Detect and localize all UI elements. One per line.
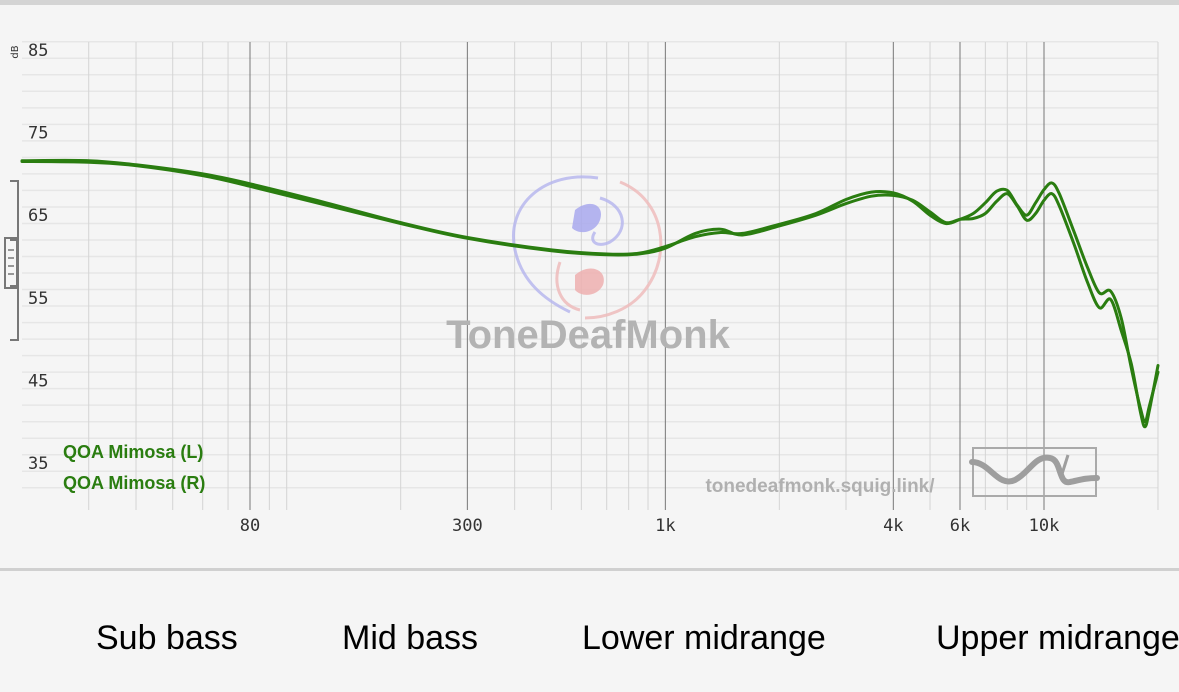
grid-major (249, 42, 1045, 510)
x-tick-labels: 80 300 1k 4k 6k 10k (240, 516, 1060, 536)
band-lower-midrange: Lower midrange (582, 619, 826, 657)
band-sub-bass: Sub bass (96, 619, 238, 657)
curves (20, 158, 1160, 429)
frequency-response-graph: ToneDeafMonk tonedeafmonk.squig.link/ dB… (4, 40, 1160, 536)
y-tick-label: 45 (28, 371, 48, 391)
x-tick-label: 10k (1029, 516, 1060, 536)
x-tick-label: 6k (950, 516, 970, 536)
y-tick-label: 85 (28, 41, 48, 61)
top-rule (0, 0, 1179, 5)
frequency-band-labels: Sub bass Mid bass Lower midrange Upper m… (0, 571, 1179, 692)
band-mid-bass: Mid bass (342, 619, 479, 657)
y-axis-unit-label: dB (10, 45, 21, 58)
x-tick-label: 300 (452, 516, 483, 536)
legend-entry-right[interactable]: QOA Mimosa (R) (63, 473, 205, 493)
y-axis-drag-handle[interactable] (4, 180, 19, 341)
watermark-brand: ToneDeafMonk (446, 313, 730, 357)
x-tick-label: 80 (240, 516, 260, 536)
legend: QOA Mimosa (L) QOA Mimosa (R) (63, 442, 205, 493)
monk-logo-watermark (512, 175, 663, 320)
x-tick-label: 1k (655, 516, 675, 536)
x-tick-label: 4k (883, 516, 903, 536)
legend-entry-left[interactable]: QOA Mimosa (L) (63, 442, 203, 462)
bottom-rule (0, 568, 1179, 571)
y-tick-label: 75 (28, 124, 48, 144)
y-tick-labels: 85 75 65 55 45 35 (28, 41, 48, 474)
y-tick-label: 55 (28, 289, 48, 309)
y-tick-label: 65 (28, 206, 48, 226)
band-upper-midrange: Upper midrange (936, 619, 1179, 657)
curve-right[interactable] (20, 158, 1160, 424)
squig-logo (969, 447, 1100, 497)
y-tick-label: 35 (28, 454, 48, 474)
watermark-site: tonedeafmonk.squig.link/ (705, 476, 935, 497)
